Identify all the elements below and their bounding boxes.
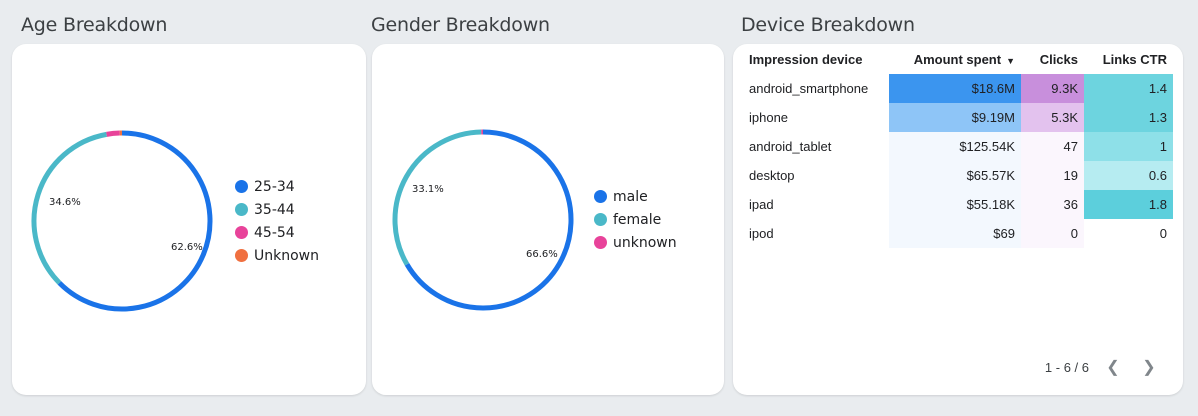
device-breakdown-title: Device Breakdown xyxy=(741,14,915,36)
device-breakdown-card: Impression device Amount spent ▼ Clicks L… xyxy=(733,44,1183,395)
cell-clicks: 9.3K xyxy=(1021,74,1084,103)
cell-impression-device: ipad xyxy=(749,197,774,212)
chevron-right-icon[interactable]: ❯ xyxy=(1142,359,1156,376)
cell-clicks: 19 xyxy=(1021,161,1084,190)
sort-descending-icon: ▼ xyxy=(1006,55,1015,66)
cell-impression-device: ipod xyxy=(749,226,774,241)
column-header-label: Clicks xyxy=(1039,51,1078,67)
cell-impression-device: android_smartphone xyxy=(749,81,869,96)
legend-dot-icon xyxy=(235,249,248,262)
legend-label: 25-34 xyxy=(254,178,295,195)
cell-amount-spent: $125.54K xyxy=(889,132,1021,161)
legend-item-35-44[interactable]: 35-44 xyxy=(235,198,319,221)
cell-amount-spent: $18.6M xyxy=(889,74,1021,103)
legend-label: 35-44 xyxy=(254,201,295,218)
table-row[interactable]: iphone $9.19M 5.3K 1.3 xyxy=(743,103,1173,132)
age-legend: 25-34 35-44 45-54 Unknown xyxy=(235,175,319,267)
donut-slice-female[interactable] xyxy=(392,129,482,266)
cell-links-ctr: 1.3 xyxy=(1084,103,1173,132)
table-header-row: Impression device Amount spent ▼ Clicks L… xyxy=(743,44,1173,74)
cell-clicks: 0 xyxy=(1021,219,1084,248)
cell-impression-device: android_tablet xyxy=(749,139,832,154)
cell-amount-spent: $69 xyxy=(889,219,1021,248)
cell-links-ctr: 1 xyxy=(1084,132,1173,161)
table-row[interactable]: android_tablet $125.54K 47 1 xyxy=(743,132,1173,161)
cell-links-ctr: 0 xyxy=(1084,219,1173,248)
age-donut-chart[interactable]: 62.6% 34.6% xyxy=(12,44,366,395)
age-breakdown-card: 62.6% 34.6% 25-34 35-44 45-54 Unknown xyxy=(12,44,366,395)
cell-clicks: 36 xyxy=(1021,190,1084,219)
legend-item-45-54[interactable]: 45-54 xyxy=(235,221,319,244)
cell-clicks: 5.3K xyxy=(1021,103,1084,132)
column-header-label: Links CTR xyxy=(1102,51,1167,67)
legend-label: unknown xyxy=(613,234,677,251)
device-table: Impression device Amount spent ▼ Clicks L… xyxy=(743,44,1173,248)
cell-amount-spent: $9.19M xyxy=(889,103,1021,132)
donut-data-label: 62.6% xyxy=(171,242,203,253)
column-header-label: Amount spent xyxy=(913,51,1002,67)
column-header-amount-spent[interactable]: Amount spent ▼ xyxy=(889,44,1021,74)
cell-links-ctr: 0.6 xyxy=(1084,161,1173,190)
column-header-label: Impression device xyxy=(749,51,863,67)
donut-slice-45-54[interactable] xyxy=(106,130,120,137)
legend-item-unknown[interactable]: Unknown xyxy=(235,244,319,267)
gender-breakdown-title: Gender Breakdown xyxy=(371,14,550,36)
legend-item-female[interactable]: female xyxy=(594,208,677,231)
donut-slice-25-34[interactable] xyxy=(57,130,213,312)
legend-dot-icon xyxy=(235,203,248,216)
column-header-clicks[interactable]: Clicks xyxy=(1021,44,1084,74)
donut-data-label: 66.6% xyxy=(526,249,558,260)
gender-breakdown-card: 66.6% 33.1% male female unknown xyxy=(372,44,724,395)
legend-label: 45-54 xyxy=(254,224,295,241)
donut-slice-male[interactable] xyxy=(404,129,574,311)
donut-data-label: 33.1% xyxy=(412,184,444,195)
cell-links-ctr: 1.4 xyxy=(1084,74,1173,103)
legend-item-25-34[interactable]: 25-34 xyxy=(235,175,319,198)
donut-data-label: 34.6% xyxy=(49,197,81,208)
table-row[interactable]: ipod $69 0 0 xyxy=(743,219,1173,248)
cell-amount-spent: $65.57K xyxy=(889,161,1021,190)
donut-slice-35-44[interactable] xyxy=(31,131,108,285)
pagination: 1 - 6 / 6 ❮ ❯ xyxy=(1045,355,1161,379)
column-header-impression-device[interactable]: Impression device xyxy=(743,44,889,74)
table-row[interactable]: desktop $65.57K 19 0.6 xyxy=(743,161,1173,190)
column-header-links-ctr[interactable]: Links CTR xyxy=(1084,44,1173,74)
legend-label: Unknown xyxy=(254,247,319,264)
legend-dot-icon xyxy=(594,190,607,203)
table-row[interactable]: android_smartphone $18.6M 9.3K 1.4 xyxy=(743,74,1173,103)
cell-impression-device: desktop xyxy=(749,168,795,183)
cell-links-ctr: 1.8 xyxy=(1084,190,1173,219)
legend-item-male[interactable]: male xyxy=(594,185,677,208)
gender-donut-chart[interactable]: 66.6% 33.1% xyxy=(372,44,724,395)
legend-dot-icon xyxy=(594,236,607,249)
legend-dot-icon xyxy=(594,213,607,226)
table-row[interactable]: ipad $55.18K 36 1.8 xyxy=(743,190,1173,219)
legend-item-unknown[interactable]: unknown xyxy=(594,231,677,254)
chevron-left-icon[interactable]: ❮ xyxy=(1106,359,1120,376)
age-breakdown-title: Age Breakdown xyxy=(21,14,168,36)
legend-dot-icon xyxy=(235,226,248,239)
cell-impression-device: iphone xyxy=(749,110,789,125)
legend-label: male xyxy=(613,188,648,205)
cell-amount-spent: $55.18K xyxy=(889,190,1021,219)
cell-clicks: 47 xyxy=(1021,132,1084,161)
legend-dot-icon xyxy=(235,180,248,193)
gender-legend: male female unknown xyxy=(594,185,677,254)
legend-label: female xyxy=(613,211,662,228)
pagination-label: 1 - 6 / 6 xyxy=(1044,359,1089,375)
